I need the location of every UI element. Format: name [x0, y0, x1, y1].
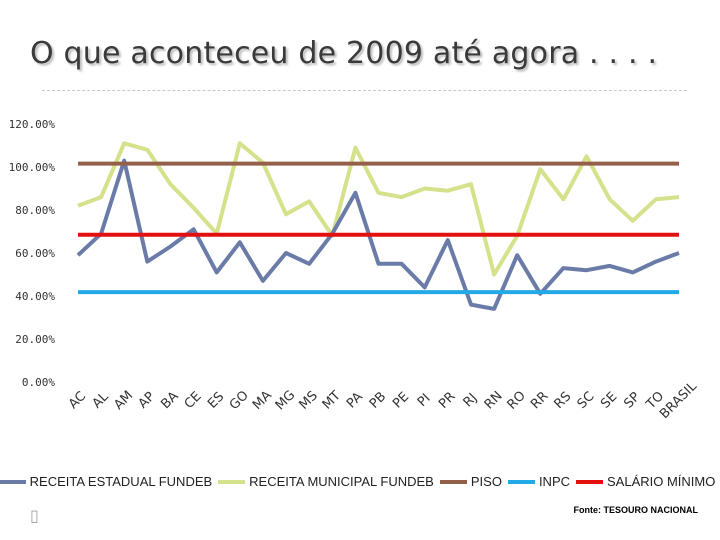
legend-swatch-salario	[576, 479, 603, 484]
x-tick-label: RS	[552, 389, 575, 412]
x-tick-label: BA	[158, 389, 181, 412]
legend-item-inpc: INPC	[507, 474, 570, 489]
legend-label-inpc: INPC	[538, 474, 570, 489]
legend-item-municipal: RECEITA MUNICIPAL FUNDEB	[218, 474, 434, 489]
x-tick-label: PB	[367, 389, 389, 411]
legend-label-municipal: RECEITA MUNICIPAL FUNDEB	[249, 474, 434, 489]
legend-swatch-piso	[439, 479, 467, 484]
legend-label-piso: PISO	[470, 474, 502, 489]
slide-bullet-icon: ▯	[30, 506, 39, 525]
x-tick-label: RJ	[461, 391, 481, 411]
legend-swatch-estadual	[0, 479, 26, 484]
x-tick-label: AL	[90, 389, 113, 412]
x-tick-label: RR	[528, 389, 551, 412]
x-tick-label: PR	[436, 389, 459, 412]
chart-series	[76, 141, 680, 311]
title-divider	[42, 90, 687, 91]
y-axis-ticks: 0.00% 20.00% 40.00% 60.00% 80.00% 100.00% 120.…	[9, 118, 56, 389]
legend-label-estadual: RECEITA ESTADUAL FUNDEB	[29, 474, 213, 489]
legend-label-salario: SALÁRIO MÍNIMO	[607, 474, 716, 489]
x-tick-label: MG	[273, 388, 299, 414]
x-tick-label: AC	[66, 389, 89, 412]
y-tick-label: 120.00%	[9, 118, 56, 131]
x-tick-label: PI	[415, 391, 434, 410]
y-tick-label: 20.00%	[15, 333, 55, 346]
legend-item-piso: PISO	[439, 474, 502, 489]
x-tick-label: MS	[296, 388, 320, 412]
chart-legend: RECEITA ESTADUAL FUNDEB RECEITA MUNICIPA…	[0, 474, 720, 489]
source-note: Fonte: TESOURO NACIONAL	[573, 505, 699, 515]
x-tick-label: AP	[136, 389, 159, 412]
y-tick-label: 40.00%	[15, 290, 55, 303]
legend-item-estadual: RECEITA ESTADUAL FUNDEB	[0, 474, 212, 489]
x-tick-label: CE	[182, 389, 205, 412]
y-tick-label: 100.00%	[9, 161, 56, 174]
x-tick-label: AM	[111, 388, 136, 413]
series-line-estadual	[76, 158, 680, 311]
x-tick-label: MT	[320, 388, 344, 412]
legend-item-salario: SALÁRIO MÍNIMO	[576, 474, 715, 489]
y-tick-label: 60.00%	[15, 247, 55, 260]
x-tick-label: SE	[598, 389, 620, 411]
x-tick-label: RN	[482, 389, 506, 413]
x-tick-label: PE	[390, 390, 412, 412]
y-tick-label: 80.00%	[15, 204, 55, 217]
page-title: O que aconteceu de 2009 até agora . . . …	[30, 36, 658, 71]
x-tick-label: GO	[227, 388, 252, 413]
line-chart: 0.00% 20.00% 40.00% 60.00% 80.00% 100.00% 120.…	[9, 118, 701, 422]
series-line-municipal	[77, 141, 680, 277]
x-tick-label: PA	[344, 390, 366, 412]
x-tick-label: SP	[621, 389, 643, 411]
x-tick-label: SC	[575, 389, 598, 412]
y-tick-label: 0.00%	[22, 376, 55, 389]
legend-swatch-inpc	[507, 479, 535, 484]
x-tick-label: MA	[250, 388, 275, 413]
x-tick-label: ES	[205, 389, 227, 411]
legend-swatch-municipal	[218, 479, 246, 484]
x-tick-label: RO	[505, 388, 529, 412]
